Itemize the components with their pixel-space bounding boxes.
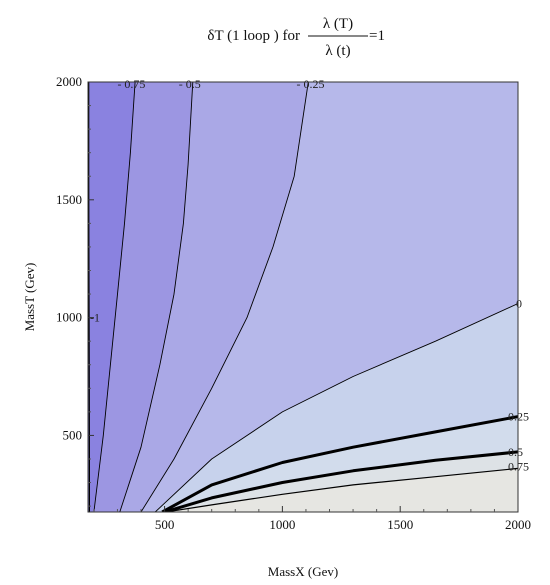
y-axis-ticks: 500 1000 1500 2000 [56,74,94,507]
contour-label-0p5: 0.5 [508,445,523,459]
contour-line-0p25 [161,415,518,512]
x-tick-label: 500 [155,517,175,532]
contour-line--0p25 [140,82,309,512]
y-tick-label: 500 [63,427,83,442]
plot-frame [87,81,519,513]
x-axis-ticks: 500 1000 1500 2000 [93,506,531,532]
contour-line--0p5 [119,82,194,512]
contour-line-0p5 [164,450,518,512]
contour-label--0p75: - 0.75 [117,77,145,91]
y-tick-label: 1000 [56,310,82,325]
contour-label--0p5: - 0.5 [179,77,201,91]
contour-lines [88,82,518,512]
x-tick-label: 1000 [269,517,295,532]
contour-line--0p75 [93,82,136,512]
x-tick-label: 1500 [387,517,413,532]
title-denominator: λ (t) [325,43,350,59]
contour-regions [88,82,518,512]
chart-title: δT (1 loop ) for λ (T) λ (t) =1 [207,16,385,59]
x-axis-label: MassX (Gev) [268,564,338,579]
title-prefix: δT (1 loop ) for [207,28,300,44]
contour-line-0p75 [165,467,518,512]
y-axis-label: MassT (Gev) [22,263,37,332]
region-above-0p75 [165,468,518,512]
contour-line--1 [88,82,90,512]
title-suffix: =1 [369,28,385,44]
contour-label--0p25: - 0.25 [297,77,325,91]
title-numerator: λ (T) [323,16,353,32]
x-tick-label: 2000 [505,517,531,532]
contour-line-0 [154,303,518,512]
contour-label--1: -1 [90,311,100,325]
y-tick-label: 1500 [56,192,82,207]
contour-label-0: 0 [516,296,522,310]
y-tick-label: 2000 [56,74,82,89]
